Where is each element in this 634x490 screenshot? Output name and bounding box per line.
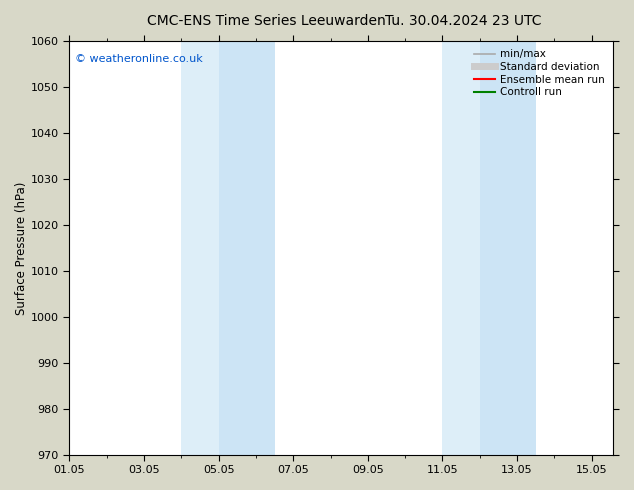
- Bar: [181, 41, 219, 455]
- Text: CMC-ENS Time Series Leeuwarden: CMC-ENS Time Series Leeuwarden: [147, 14, 385, 28]
- Text: Tu. 30.04.2024 23 UTC: Tu. 30.04.2024 23 UTC: [385, 14, 541, 28]
- Bar: [443, 41, 480, 455]
- Legend: min/max, Standard deviation, Ensemble mean run, Controll run: min/max, Standard deviation, Ensemble me…: [471, 47, 608, 100]
- Text: © weatheronline.co.uk: © weatheronline.co.uk: [75, 53, 202, 64]
- Bar: [480, 41, 536, 455]
- Bar: [219, 41, 275, 455]
- Y-axis label: Surface Pressure (hPa): Surface Pressure (hPa): [15, 181, 28, 315]
